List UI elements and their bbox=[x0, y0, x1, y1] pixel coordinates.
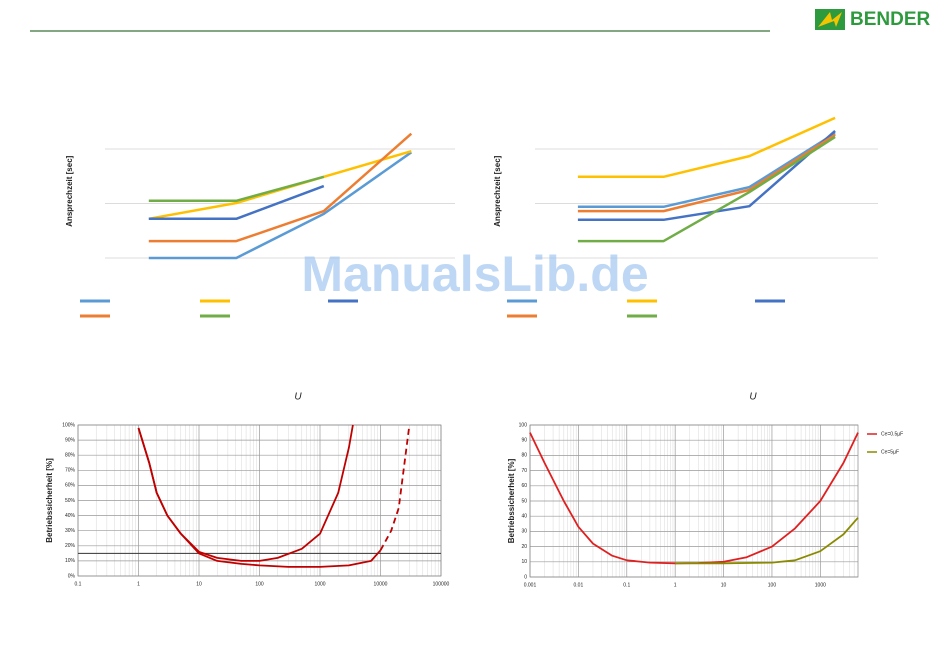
legend-label: Ce=5µF bbox=[881, 449, 899, 455]
x-tick-label: 100 bbox=[255, 581, 264, 587]
x-tick-label: 10000 bbox=[374, 581, 388, 587]
plot-frame bbox=[529, 424, 859, 578]
y-tick-label: 40 bbox=[521, 514, 527, 520]
x-tick-label: 1 bbox=[137, 581, 140, 587]
logo-icon bbox=[815, 9, 845, 30]
y-tick-label: 70% bbox=[65, 468, 76, 474]
series-line bbox=[577, 133, 836, 213]
series-line bbox=[148, 184, 325, 221]
y-tick-label: 100% bbox=[62, 422, 75, 428]
y-tick-label: 20 bbox=[521, 544, 527, 550]
x-tick-label: 100 bbox=[768, 582, 777, 588]
series-line bbox=[379, 424, 411, 551]
series-line bbox=[675, 517, 859, 565]
logo-text: BENDER bbox=[850, 9, 931, 30]
series-line bbox=[137, 427, 382, 568]
x-tick-label: 0.1 bbox=[75, 581, 82, 587]
x-tick-label: 0.01 bbox=[574, 582, 584, 588]
y-tick-label: 60% bbox=[65, 483, 76, 489]
x-tick-label: 0.1 bbox=[623, 582, 630, 588]
y-tick-label: 80% bbox=[65, 453, 76, 459]
x-tick-label: 1000 bbox=[815, 582, 826, 588]
x-axis-label: U bbox=[749, 392, 757, 403]
y-tick-label: 50 bbox=[521, 498, 527, 504]
y-tick-label: 100 bbox=[519, 422, 528, 428]
watermark: ManualsLib.de bbox=[301, 246, 648, 302]
series-line bbox=[148, 151, 413, 260]
y-tick-label: 30% bbox=[65, 528, 76, 534]
y-tick-label: 90 bbox=[521, 438, 527, 444]
y-tick-label: 50% bbox=[65, 498, 76, 504]
series-line bbox=[577, 116, 836, 179]
plot-frame bbox=[77, 424, 442, 577]
series-line bbox=[137, 424, 354, 562]
y-axis-label: Betriebssicherheit [%] bbox=[507, 458, 516, 543]
series-line bbox=[148, 175, 325, 203]
y-tick-label: 10% bbox=[65, 558, 76, 564]
charts: Ansprechzeit [sec] U Ansprechzeit [sec] U 0.… bbox=[45, 116, 903, 588]
legend-label: Ce=0.5µF bbox=[881, 431, 903, 437]
y-tick-label: 70 bbox=[521, 468, 527, 474]
y-tick-label: 60 bbox=[521, 483, 527, 489]
series-line bbox=[148, 132, 413, 243]
x-axis-label: U bbox=[294, 392, 302, 403]
y-tick-label: 20% bbox=[65, 543, 76, 549]
x-tick-label: 10 bbox=[196, 581, 202, 587]
y-tick-label: 80 bbox=[521, 453, 527, 459]
series-line bbox=[577, 135, 836, 243]
series-line bbox=[529, 432, 859, 565]
series-line bbox=[148, 150, 412, 221]
y-axis-label: Ansprechzeit [sec] bbox=[65, 155, 74, 226]
y-tick-label: 0% bbox=[68, 573, 76, 579]
series-line bbox=[577, 132, 836, 209]
y-axis-label: Ansprechzeit [sec] bbox=[493, 155, 502, 226]
y-tick-label: 10 bbox=[521, 559, 527, 565]
x-tick-label: 0.001 bbox=[524, 582, 537, 588]
x-tick-label: 1000 bbox=[314, 581, 325, 587]
y-tick-label: 90% bbox=[65, 437, 76, 443]
x-tick-label: 1 bbox=[674, 582, 677, 588]
x-tick-label: 10 bbox=[721, 582, 727, 588]
y-axis-label: Betriebssicherheit [%] bbox=[45, 458, 54, 543]
y-tick-label: 40% bbox=[65, 513, 76, 519]
y-tick-label: 30 bbox=[521, 529, 527, 535]
series-line bbox=[577, 130, 836, 222]
x-tick-label: 100000 bbox=[433, 581, 450, 587]
y-tick-label: 0 bbox=[524, 574, 527, 580]
